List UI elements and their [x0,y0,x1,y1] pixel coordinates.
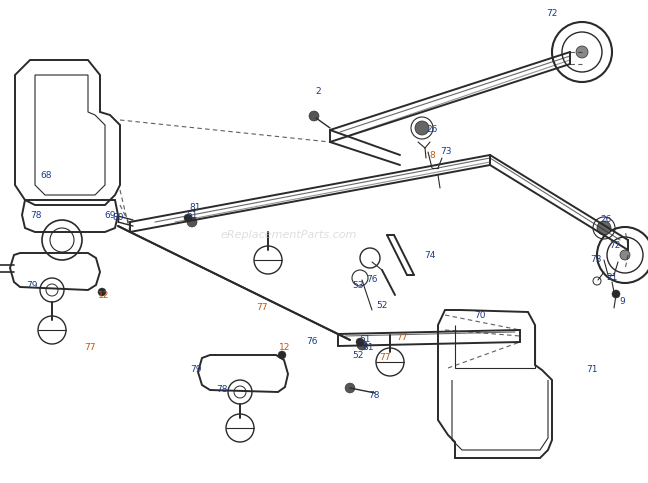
Text: 12: 12 [98,290,110,299]
Circle shape [356,338,364,346]
Text: 77: 77 [84,343,96,353]
Text: 79: 79 [27,281,38,289]
Text: 8: 8 [429,151,435,159]
Text: 78: 78 [30,211,41,219]
Circle shape [597,221,611,235]
Text: 78: 78 [368,390,380,399]
Circle shape [278,351,286,359]
Text: 73: 73 [590,256,602,265]
Circle shape [415,121,429,135]
Text: 26: 26 [426,126,437,134]
Text: 78: 78 [216,385,227,395]
Text: 71: 71 [586,366,597,374]
Text: 52: 52 [376,300,388,310]
Text: 81: 81 [362,343,374,353]
Text: 72: 72 [546,10,558,18]
Text: 52: 52 [353,351,364,359]
Text: 73: 73 [440,147,452,156]
Text: 61: 61 [359,336,371,344]
Circle shape [98,288,106,296]
Text: 68: 68 [40,170,52,180]
Text: 81: 81 [189,203,201,213]
Text: 2: 2 [315,87,321,97]
Text: 26: 26 [600,215,612,225]
Circle shape [187,217,197,227]
Text: 76: 76 [307,338,318,346]
Circle shape [576,46,588,58]
Text: 76: 76 [366,275,378,284]
Text: 77: 77 [256,303,268,313]
Text: 21: 21 [607,273,618,283]
Text: 77: 77 [379,354,391,363]
Circle shape [184,214,192,222]
Text: 77: 77 [396,333,408,342]
Text: 72: 72 [609,241,621,250]
Circle shape [612,290,620,298]
Text: 61: 61 [186,211,198,219]
Circle shape [345,383,355,393]
Text: 79: 79 [191,366,202,374]
Text: eReplacementParts.com: eReplacementParts.com [220,230,356,240]
Text: 74: 74 [424,251,435,259]
Text: 53: 53 [353,281,364,289]
Text: 9: 9 [619,298,625,307]
Text: 70: 70 [474,311,486,319]
Text: 69: 69 [104,211,116,219]
Text: 80: 80 [112,213,124,223]
Circle shape [357,340,367,350]
Text: 12: 12 [279,343,291,353]
Circle shape [620,250,630,260]
Circle shape [309,111,319,121]
